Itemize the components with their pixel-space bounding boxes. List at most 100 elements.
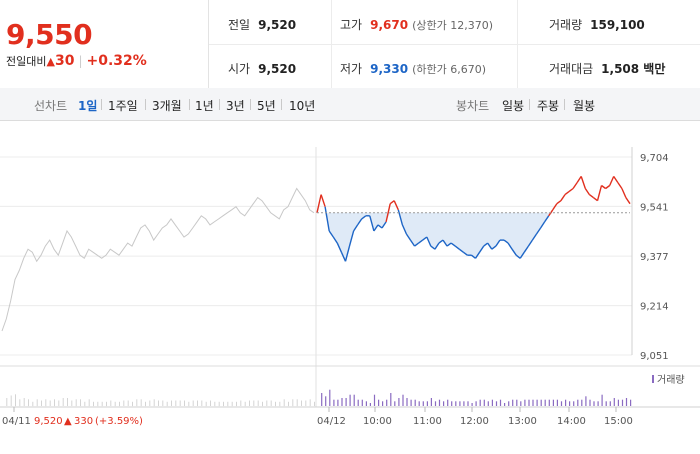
volume-bar bbox=[244, 401, 246, 407]
stat-value: 9,520 bbox=[258, 62, 297, 76]
period-1y[interactable]: 1년 bbox=[195, 99, 214, 113]
volume-bar bbox=[426, 401, 428, 406]
volume-bar bbox=[283, 399, 285, 407]
volume-bar bbox=[621, 399, 624, 406]
volume-bar bbox=[406, 398, 408, 406]
volume-bar bbox=[214, 401, 216, 407]
volume-bar bbox=[19, 399, 21, 407]
today-series-segment bbox=[361, 215, 367, 220]
volume-bar bbox=[573, 401, 575, 406]
today-series-segment bbox=[328, 230, 334, 238]
y-tick-label: 9,051 bbox=[640, 351, 669, 362]
volume-bar bbox=[560, 401, 563, 406]
x-tick-label: 11:00 bbox=[413, 416, 442, 427]
volume-bar bbox=[479, 399, 481, 406]
current-price: 9,550 bbox=[6, 18, 93, 51]
volume-bar bbox=[119, 401, 120, 407]
prev-day-arrow: ▲ bbox=[64, 416, 72, 427]
volume-bar bbox=[390, 393, 392, 406]
stat-row-divider bbox=[209, 44, 700, 45]
volume-bar bbox=[556, 399, 558, 406]
today-series-segment bbox=[385, 203, 391, 223]
stat-prev-close: 전일 9,520 bbox=[228, 16, 296, 33]
candle-monthly[interactable]: 월봉 bbox=[573, 99, 596, 113]
today-series-segment bbox=[401, 224, 408, 235]
volume-bar bbox=[394, 401, 396, 406]
line-chart-label: 선차트 bbox=[34, 99, 68, 113]
today-series-segment bbox=[625, 197, 631, 205]
volume-bar bbox=[296, 399, 298, 407]
today-series-segment bbox=[418, 239, 424, 244]
today-series-segment bbox=[405, 233, 412, 241]
today-series-segment bbox=[495, 239, 501, 247]
volume-bar bbox=[54, 399, 55, 407]
volume-bar bbox=[127, 400, 129, 406]
volume-bar bbox=[279, 401, 281, 407]
quote-summary: 9,550 전일대비▲30 | +0.32% 전일 9,520 시가 9,520 고가 9… bbox=[0, 0, 700, 89]
y-tick-label: 9,541 bbox=[640, 202, 669, 213]
volume-bar bbox=[101, 401, 103, 407]
today-series-segment bbox=[348, 230, 355, 247]
volume-bar bbox=[357, 399, 359, 406]
volume-bar bbox=[71, 400, 73, 406]
today-series-segment bbox=[556, 200, 562, 205]
volume-bar bbox=[459, 401, 461, 406]
volume-bar bbox=[467, 401, 469, 406]
candle-daily[interactable]: 일봉 bbox=[502, 99, 525, 113]
volume-bar bbox=[321, 393, 323, 406]
volume-bar bbox=[447, 399, 449, 406]
period-1w[interactable]: 1주일 bbox=[108, 99, 138, 113]
stat-value: 9,520 bbox=[258, 18, 297, 32]
period-3m[interactable]: 3개월 bbox=[152, 99, 182, 113]
volume-bar bbox=[475, 401, 477, 406]
volume-bar bbox=[491, 399, 493, 406]
stat-label: 거래대금 bbox=[549, 62, 594, 76]
volume-bar bbox=[145, 401, 146, 407]
today-series-segment bbox=[535, 227, 542, 235]
volume-bar bbox=[524, 399, 526, 406]
today-series-segment bbox=[588, 194, 594, 199]
candle-weekly[interactable]: 주봉 bbox=[537, 99, 560, 113]
period-10y[interactable]: 10년 bbox=[289, 99, 316, 113]
today-series-segment bbox=[568, 187, 574, 193]
today-series-segment bbox=[479, 245, 485, 253]
below-reference-fill bbox=[317, 212, 630, 262]
volume-bar bbox=[158, 400, 159, 406]
volume-bar bbox=[329, 389, 331, 406]
period-selector-bar: 선차트 1일 1주일 3개월 1년 3년 5년 10년 봉차트 일봉 주봉 월봉 bbox=[0, 88, 700, 121]
today-series-segment bbox=[438, 239, 444, 244]
volume-bar bbox=[28, 399, 29, 407]
today-series-segment bbox=[393, 200, 399, 211]
volume-bar bbox=[58, 400, 60, 406]
volume-bar bbox=[153, 399, 155, 407]
volume-bar bbox=[41, 400, 42, 406]
period-3y[interactable]: 3년 bbox=[226, 99, 245, 113]
volume-bar bbox=[236, 401, 237, 407]
period-divider bbox=[529, 99, 530, 110]
up-arrow-icon: ▲ bbox=[46, 55, 55, 68]
period-divider bbox=[564, 99, 565, 110]
stat-amount: 거래대금 1,508 백만 bbox=[549, 60, 665, 77]
volume-bar bbox=[266, 400, 268, 406]
volume-bar bbox=[136, 399, 138, 407]
stat-label: 전일 bbox=[228, 18, 251, 32]
today-series-segment bbox=[564, 191, 570, 196]
period-1d[interactable]: 1일 bbox=[78, 99, 98, 113]
volume-bar bbox=[179, 400, 181, 406]
volume-bar bbox=[520, 401, 522, 406]
today-series-segment bbox=[576, 176, 582, 183]
period-divider bbox=[189, 99, 190, 110]
volume-bar bbox=[353, 394, 355, 406]
today-series-segment bbox=[442, 239, 448, 247]
today-series-segment bbox=[609, 176, 615, 186]
volume-bar bbox=[548, 399, 550, 406]
volume-bar bbox=[192, 400, 194, 406]
volume-bar bbox=[249, 400, 250, 406]
volume-bar bbox=[23, 398, 25, 406]
volume-bar bbox=[605, 401, 607, 406]
period-5y[interactable]: 5년 bbox=[257, 99, 276, 113]
today-series-segment bbox=[544, 215, 550, 223]
volume-bar bbox=[508, 401, 510, 406]
today-series-segment bbox=[491, 245, 497, 250]
volume-bar bbox=[577, 399, 579, 406]
